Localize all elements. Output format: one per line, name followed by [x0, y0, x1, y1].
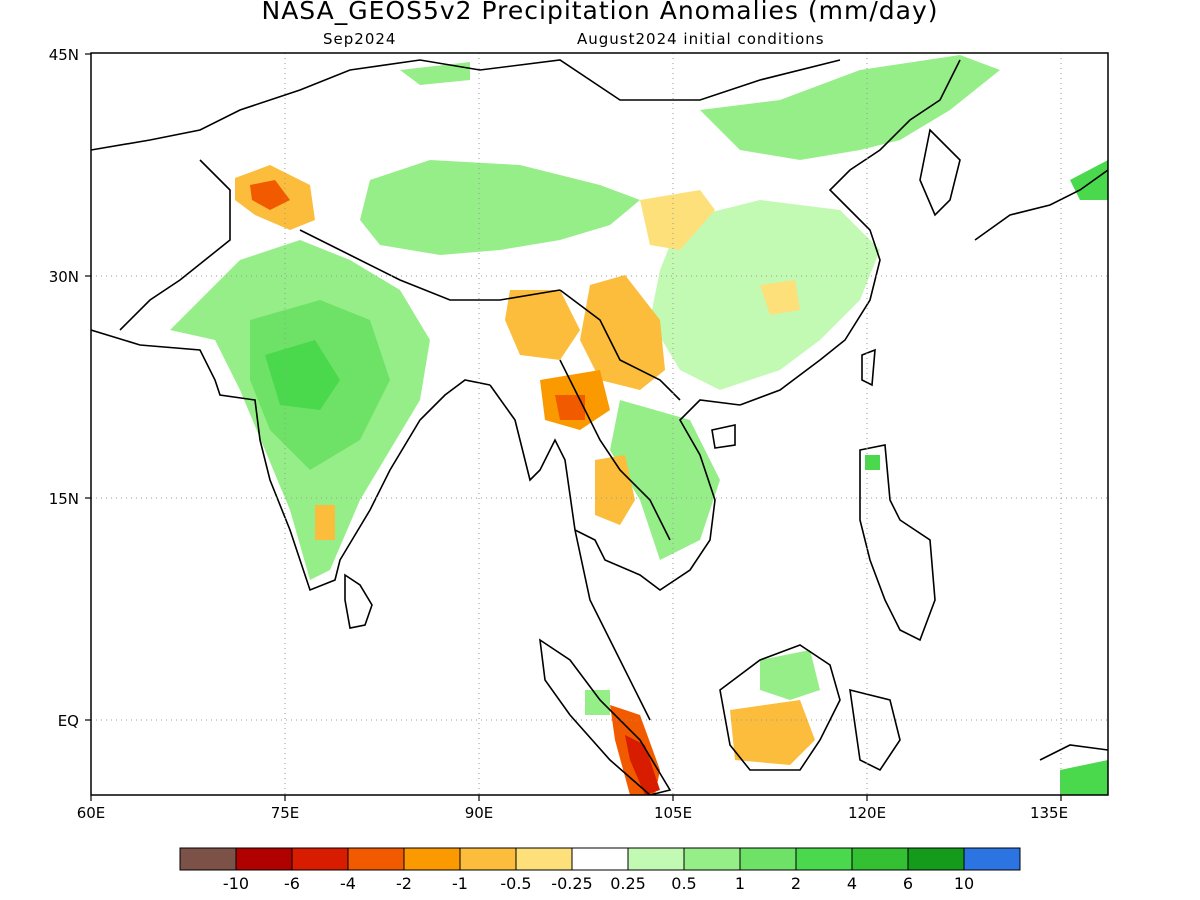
- coastline-hainan: [711, 424, 736, 449]
- colorbar-swatch: [963, 847, 1021, 871]
- coastline-indochina: [489, 384, 651, 721]
- colorbar-swatch: [515, 847, 573, 871]
- anomaly-shading: [170, 55, 1108, 795]
- colorbar-swatch: [403, 847, 461, 871]
- anomaly-area-japan-wet: [1070, 160, 1108, 200]
- anomaly-area-newguinea-wet: [1060, 760, 1108, 795]
- colorbar-tick-label: -4: [340, 874, 356, 893]
- coastline-malay: [574, 399, 741, 591]
- colorbar-tick-label: 2: [791, 874, 801, 893]
- border-indochina: [559, 359, 671, 541]
- lon-label-60e: 60E: [77, 804, 106, 822]
- axis-ticks: [85, 53, 1062, 801]
- coastline-china: [739, 59, 961, 406]
- anomaly-area-myanmar-dry: [505, 290, 580, 360]
- colorbar-swatch: [291, 847, 349, 871]
- colorbar-tick-label: 0.25: [610, 874, 646, 893]
- colorbar-swatch: [683, 847, 741, 871]
- colorbar-swatch: [459, 847, 517, 871]
- coastline-borneo: [719, 644, 841, 771]
- colorbar-labels: -10 -6 -4 -2 -1 -0.5 -0.25 0.25 0.5 1 2 4 6 10: [223, 874, 974, 893]
- colorbar-swatch: [179, 847, 237, 871]
- colorbar-tick-label: 10: [954, 874, 974, 893]
- anomaly-area-yunnan-dry: [580, 275, 665, 390]
- lat-label-15n: 15N: [49, 490, 79, 508]
- lon-label-120e: 120E: [848, 804, 886, 822]
- colorbar-tick-label: -2: [396, 874, 412, 893]
- colorbar-tick-label: -0.25: [551, 874, 592, 893]
- border-pakistan: [119, 159, 231, 331]
- lon-label-135e: 135E: [1030, 804, 1068, 822]
- colorbar-swatch: [851, 847, 909, 871]
- border-myanmar-china: [559, 289, 681, 401]
- coastline-philippines: [859, 444, 936, 642]
- lon-label-75e: 75E: [271, 804, 300, 822]
- colorbar-tick-label: 4: [847, 874, 857, 893]
- colorbar: [179, 847, 1021, 871]
- border-central-asia: [91, 59, 841, 151]
- colorbar-tick-label: -10: [223, 874, 249, 893]
- map-frame: [90, 52, 1109, 796]
- anomaly-area-sumatra-wet: [585, 690, 610, 715]
- colorbar-swatch: [627, 847, 685, 871]
- colorbar-swatch: [571, 847, 629, 871]
- gridlines: [91, 53, 1108, 795]
- lat-label-30n: 30N: [49, 268, 79, 286]
- lat-label-45n: 45N: [49, 46, 79, 64]
- anomaly-area-thailand-dry: [595, 455, 635, 525]
- anomaly-area-borneo-dry: [730, 700, 815, 765]
- forecast-month: Sep2024: [323, 30, 397, 48]
- colorbar-tick-label: -1: [452, 874, 468, 893]
- anomaly-area-sichuan-dry: [640, 190, 715, 250]
- anomaly-area-tibet-wet: [360, 160, 640, 255]
- initial-conditions-label: August2024 initial conditions: [577, 30, 825, 48]
- anomaly-area-northchina-wet: [700, 55, 1000, 160]
- colorbar-tick-label: 6: [903, 874, 913, 893]
- anomaly-area-mongolia-wet: [400, 62, 470, 85]
- lon-label-105e: 105E: [654, 804, 692, 822]
- anomaly-area-myanmar-dry-peak: [555, 395, 585, 420]
- border-tibet-south: [299, 229, 561, 301]
- coastline-sulawesi: [849, 688, 901, 772]
- coastlines: [91, 59, 1108, 795]
- coastline-korea: [919, 128, 961, 217]
- coastline-taiwan: [861, 348, 876, 387]
- anomaly-area-southindia-dry: [315, 505, 335, 540]
- anomaly-area-india-wet-strong: [265, 340, 340, 410]
- anomaly-area-philippines-wet: [865, 455, 880, 470]
- coastline-japan: [974, 169, 1108, 241]
- lon-label-90e: 90E: [465, 804, 494, 822]
- coastline-newguinea: [1039, 744, 1108, 761]
- colorbar-swatch: [907, 847, 965, 871]
- colorbar-swatch: [795, 847, 853, 871]
- colorbar-swatch: [739, 847, 797, 871]
- coastline-india: [91, 329, 491, 592]
- coastline-sumatra: [538, 638, 672, 795]
- coastline-srilanka: [344, 573, 373, 629]
- colorbar-swatch: [347, 847, 405, 871]
- colorbar-tick-label: 1: [735, 874, 745, 893]
- lat-label-eq: EQ: [58, 712, 79, 730]
- anomaly-area-hubei-dry: [760, 280, 800, 315]
- anomaly-area-kashmir-dry-core: [250, 180, 290, 210]
- colorbar-tick-label: -0.5: [500, 874, 531, 893]
- colorbar-tick-label: -6: [284, 874, 300, 893]
- colorbar-swatch: [235, 847, 293, 871]
- map-title: NASA_GEOS5v2 Precipitation Anomalies (mm…: [261, 0, 939, 25]
- anomaly-area-borneo-wet: [760, 650, 820, 700]
- anomaly-area-sumatra-dry-core: [625, 735, 660, 795]
- anomaly-area-indochina-wet: [610, 400, 720, 560]
- colorbar-tick-label: 0.5: [671, 874, 696, 893]
